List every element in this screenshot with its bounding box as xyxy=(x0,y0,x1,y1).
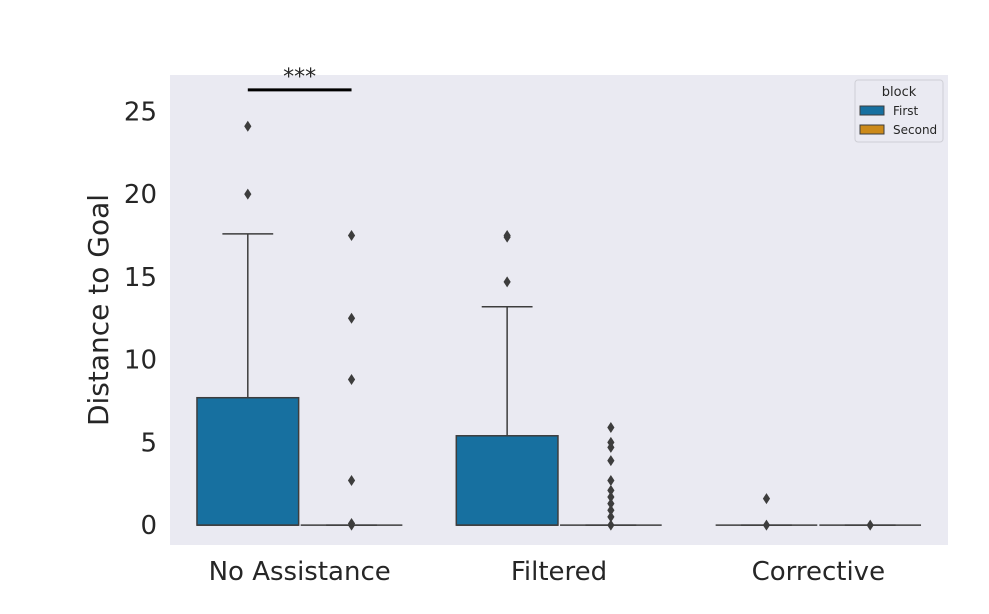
outlier-point xyxy=(607,511,615,523)
legend-label: Second xyxy=(893,123,937,137)
box-group xyxy=(715,493,818,531)
plot-area-background xyxy=(170,75,948,545)
y-axis-label: Distance to Goal xyxy=(82,194,115,426)
outlier-point xyxy=(607,436,615,448)
x-tick-label: Corrective xyxy=(752,557,886,587)
x-axis-ticks: No Assistance Filtered Corrective xyxy=(209,557,886,587)
y-axis-ticks: 0 5 10 15 20 25 xyxy=(124,97,157,541)
outlier-point xyxy=(347,374,356,386)
legend-swatch xyxy=(859,124,885,135)
y-tick-label: 5 xyxy=(140,428,157,458)
significance-annotations: *** xyxy=(247,65,352,92)
outlier-point xyxy=(347,230,356,242)
outlier-point xyxy=(347,517,356,529)
box-group xyxy=(300,230,403,531)
outlier-point xyxy=(607,484,615,496)
outlier-point xyxy=(607,519,615,531)
outlier-point xyxy=(607,504,615,516)
outlier-point xyxy=(503,230,511,242)
outlier-point xyxy=(244,188,252,200)
outlier-point xyxy=(866,519,874,531)
outlier-point xyxy=(762,519,771,531)
x-tick-label: Filtered xyxy=(511,557,607,587)
legend-swatch xyxy=(859,105,885,116)
y-tick-label: 20 xyxy=(124,180,157,210)
x-tick-label: No Assistance xyxy=(209,557,391,587)
legend-label: First xyxy=(893,104,919,118)
legend: block First Second xyxy=(854,79,944,143)
significance-label: *** xyxy=(283,65,316,90)
box-group xyxy=(819,519,922,531)
box-group xyxy=(560,422,662,531)
outlier-point xyxy=(607,474,615,486)
chart-marks xyxy=(196,120,922,531)
y-tick-label: 25 xyxy=(124,97,157,127)
outlier-point xyxy=(244,120,252,132)
y-tick-label: 10 xyxy=(124,346,157,376)
outlier-point xyxy=(607,422,615,433)
legend-title: block xyxy=(882,85,917,100)
outlier-point xyxy=(347,312,356,324)
y-tick-label: 0 xyxy=(140,511,157,541)
outlier-point xyxy=(762,493,771,505)
outlier-point xyxy=(607,455,615,467)
outlier-point xyxy=(347,474,356,486)
box-group xyxy=(196,120,300,526)
y-tick-label: 15 xyxy=(124,263,157,293)
outlier-point xyxy=(607,498,615,510)
box-rect xyxy=(196,396,300,526)
box-group xyxy=(455,230,559,526)
box-rect xyxy=(455,435,559,526)
outlier-point xyxy=(503,276,511,288)
outlier-point xyxy=(607,491,615,503)
